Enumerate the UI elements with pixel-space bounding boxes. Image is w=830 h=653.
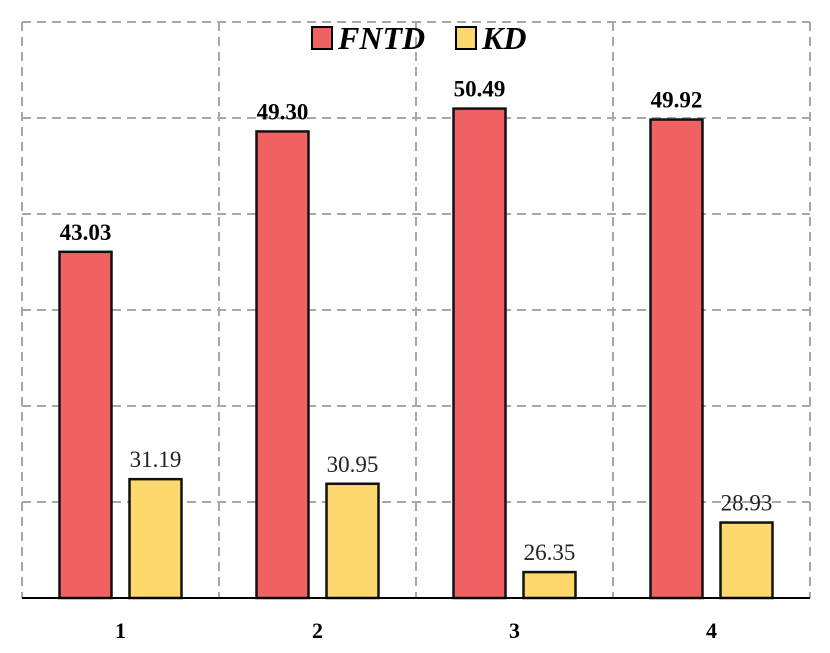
value-labels: 43.03 31.19 49.30 30.95 50.49 26.35 49.92 28.93 (60, 77, 773, 565)
legend-label-kd: KD (481, 20, 526, 56)
bar-kd-4 (719, 521, 774, 600)
x-tick-labels: 1 2 3 4 (115, 618, 717, 643)
value-label-fntd-3: 50.49 (454, 77, 506, 102)
legend-swatch-kd (455, 26, 477, 50)
grid-lines (21, 21, 811, 598)
bar-fntd-1 (58, 250, 113, 600)
bar-kd-2 (325, 482, 380, 600)
value-label-fntd-2: 49.30 (257, 99, 309, 124)
legend-swatch-fntd (311, 26, 333, 50)
value-label-kd-2: 30.95 (327, 452, 379, 477)
bar-fntd-2 (255, 130, 310, 600)
x-tick-label: 4 (706, 618, 717, 643)
x-tick-label: 1 (115, 618, 126, 643)
value-label-kd-3: 26.35 (524, 540, 576, 565)
legend-label-fntd: FNTD (337, 20, 425, 56)
value-label-fntd-4: 49.92 (651, 88, 703, 113)
value-label-kd-1: 31.19 (130, 447, 182, 472)
legend: FNTD KD (311, 20, 526, 56)
x-tick-label: 2 (312, 618, 323, 643)
bar-kd-1 (128, 477, 183, 600)
bar-fntd-3 (452, 107, 507, 600)
value-label-fntd-1: 43.03 (60, 220, 112, 245)
value-label-kd-4: 28.93 (721, 491, 773, 516)
bars (58, 107, 774, 600)
bar-fntd-4 (649, 118, 704, 600)
bar-kd-3 (522, 570, 577, 600)
x-tick-label: 3 (509, 618, 520, 643)
